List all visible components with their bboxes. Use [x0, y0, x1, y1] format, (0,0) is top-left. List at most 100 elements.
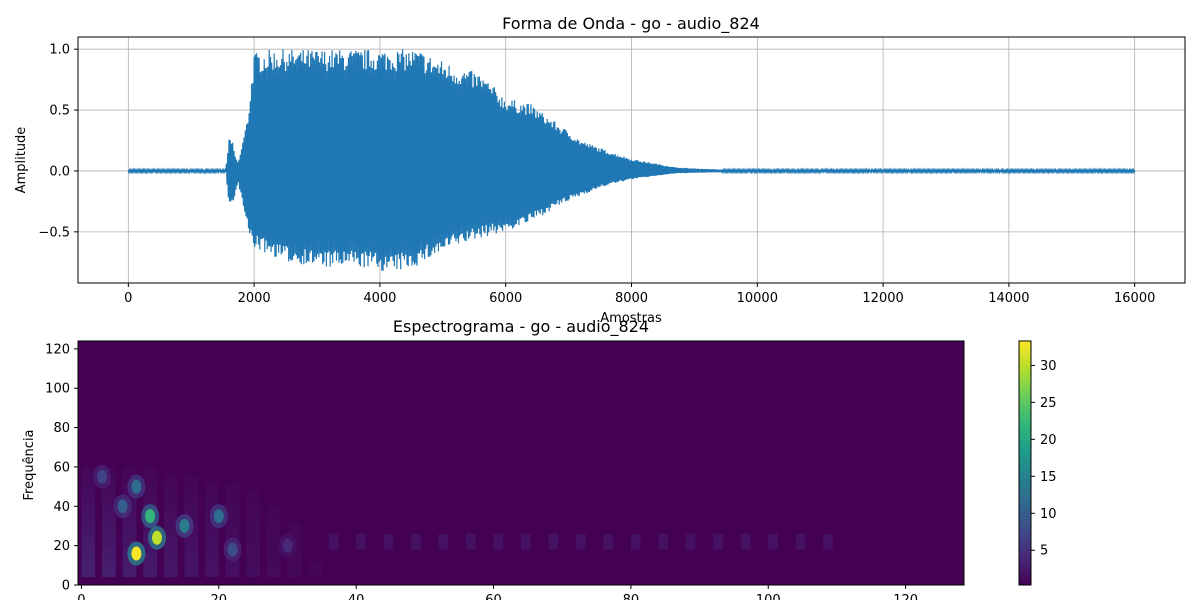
spectrogram-cell	[685, 533, 696, 550]
spectrogram-hotspot	[131, 546, 142, 561]
spectrogram-cell	[163, 537, 178, 546]
colorbar-tick-label: 25	[1040, 396, 1057, 411]
y-tick-label: 80	[53, 421, 70, 436]
spectrogram-cell	[246, 537, 261, 546]
x-tick-label: 10000	[737, 291, 778, 306]
spectrogram-cell	[823, 533, 833, 550]
waveform-series-line	[127, 49, 1136, 271]
spectrogram-cell	[81, 482, 96, 491]
spectrogram-cell	[143, 474, 157, 483]
spectrogram-cell	[225, 529, 240, 538]
spectrogram-cell	[163, 498, 178, 507]
spectrogram-cell	[205, 553, 219, 562]
spectrogram-cell	[184, 514, 199, 523]
spectrogram-hotspot	[131, 479, 142, 494]
spectrogram-cell	[768, 533, 778, 550]
spectrogram-cell	[184, 561, 199, 570]
waveform-chart: Forma de Onda - go - audio_824 0 2000 4000…	[14, 14, 1186, 326]
colorbar-tick-label: 10	[1040, 507, 1057, 522]
spectrogram-cell	[205, 529, 219, 538]
spectrogram-cell	[184, 569, 199, 578]
spectrogram-cell	[122, 466, 137, 475]
spectrogram-hotspot	[117, 499, 128, 514]
spectrogram-cell	[163, 514, 178, 523]
spectrogram-cell	[225, 561, 240, 570]
spectrogram-cell	[548, 533, 559, 550]
spectrogram-cell	[81, 529, 96, 538]
y-tick-label: 1.0	[49, 43, 70, 58]
x-tick-label: 120	[893, 593, 918, 600]
x-tick-label: 6000	[489, 291, 522, 306]
spectrogram-cell	[308, 569, 322, 578]
x-tick-label: 0	[124, 291, 132, 306]
spectrogram-cell	[225, 569, 240, 578]
x-tick-label: 2000	[238, 291, 271, 306]
spectrogram-cell	[630, 533, 641, 550]
spectrogram-cell	[411, 533, 421, 550]
spectrogram-cell	[102, 482, 116, 491]
spectrogram-cell	[81, 514, 96, 523]
spectrogram-cell	[102, 522, 116, 530]
spectrogram-title: Espectrograma - go - audio_824	[393, 317, 649, 337]
spectrogram-cell	[205, 482, 219, 491]
spectrogram-cell	[383, 533, 394, 550]
spectrogram-cell	[225, 482, 240, 491]
spectrogram-cell	[575, 533, 586, 550]
spectrogram-y-ticks: 0 20 40 60 80 100 120	[45, 342, 78, 594]
spectrogram-y-label: Frequência	[22, 429, 37, 500]
spectrogram-cell	[81, 466, 96, 475]
spectrogram-cell	[246, 545, 261, 554]
spectrogram-cell	[102, 490, 116, 499]
spectrogram-cell	[143, 569, 157, 578]
y-tick-label: 20	[53, 539, 70, 554]
spectrogram-cell	[143, 482, 157, 491]
spectrogram-cell	[466, 533, 476, 550]
colorbar-tick-label: 5	[1040, 544, 1048, 559]
waveform-trace	[127, 49, 1136, 271]
spectrogram-cell	[102, 506, 116, 515]
spectrogram-cell	[184, 498, 199, 507]
x-tick-label: 8000	[615, 291, 648, 306]
spectrogram-cell	[81, 506, 96, 515]
spectrogram-cell	[246, 553, 261, 562]
x-tick-label: 20	[211, 593, 228, 600]
spectrogram-hotspot	[213, 509, 224, 524]
spectrogram-cell	[163, 561, 178, 570]
spectrogram-cell	[246, 490, 261, 499]
spectrogram-cell	[205, 522, 219, 530]
y-tick-label: 40	[53, 500, 70, 515]
spectrogram-cell	[493, 533, 504, 550]
spectrogram-cell	[163, 569, 178, 578]
spectrogram-cell	[287, 569, 302, 578]
spectrogram-cell	[184, 506, 199, 515]
waveform-y-label: Amplitude	[14, 127, 29, 194]
spectrogram-cell	[122, 474, 137, 483]
spectrogram-image	[78, 341, 964, 585]
spectrogram-cell	[246, 529, 261, 538]
spectrogram-cell	[122, 522, 137, 530]
colorbar-gradient	[1018, 340, 1032, 586]
spectrogram-cell	[225, 506, 240, 515]
spectrogram-cell	[184, 537, 199, 546]
spectrogram-cell	[266, 529, 281, 538]
spectrogram-cell	[163, 482, 178, 491]
y-tick-label: 100	[45, 382, 70, 397]
x-tick-label: 12000	[862, 291, 903, 306]
spectrogram-cell	[658, 533, 668, 550]
spectrogram-cell	[122, 561, 137, 570]
spectrogram-cell	[287, 529, 302, 538]
spectrogram-cell	[163, 522, 178, 530]
spectrogram-cell	[81, 498, 96, 507]
spectrogram-cell	[266, 506, 281, 515]
colorbar-tick-label: 30	[1040, 359, 1057, 374]
spectrogram-cell	[713, 533, 723, 550]
x-tick-label: 40	[348, 593, 365, 600]
spectrogram-cell	[81, 537, 96, 546]
spectrogram-hotspot	[97, 469, 108, 484]
spectrogram-cell	[143, 490, 157, 499]
x-tick-label: 14000	[988, 291, 1029, 306]
y-tick-label: −0.5	[38, 225, 70, 240]
spectrogram-cell	[740, 533, 751, 550]
spectrogram-frame	[77, 340, 965, 586]
waveform-x-label: Amostras	[600, 311, 662, 326]
